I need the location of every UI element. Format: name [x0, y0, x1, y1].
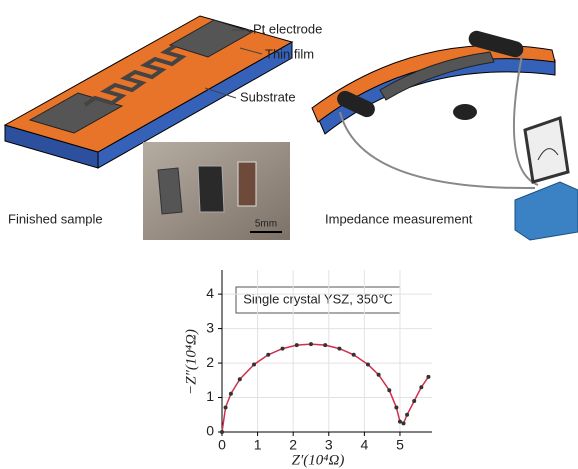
y-tick-label: 0 [206, 423, 214, 439]
data-point [387, 388, 391, 392]
data-point [412, 399, 416, 403]
data-point [323, 343, 327, 347]
x-tick-label: 4 [360, 437, 368, 453]
data-point [281, 347, 285, 351]
data-point [405, 413, 409, 417]
label: Thin film [265, 46, 314, 61]
data-point [309, 342, 313, 346]
data-point [229, 392, 233, 396]
data-point [426, 375, 430, 379]
measurement-diagram [312, 29, 578, 240]
data-line [222, 344, 428, 432]
data-point [266, 353, 270, 357]
y-tick-label: 4 [206, 285, 214, 301]
data-point [352, 353, 356, 357]
label: Finished sample [8, 211, 103, 226]
label: Pt electrode [253, 21, 322, 36]
data-point [398, 420, 402, 424]
y-tick-label: 2 [206, 354, 214, 370]
figure: Pt electrode Thin film Substrate Finishe… [0, 0, 578, 469]
sample-photo: 5mm [143, 142, 290, 240]
x-tick-label: 0 [218, 437, 226, 453]
x-tick-label: 5 [396, 437, 404, 453]
data-point [394, 406, 398, 410]
data-point [220, 430, 224, 434]
x-tick-label: 2 [289, 437, 297, 453]
data-point [377, 373, 381, 377]
data-point [295, 343, 299, 347]
data-point [238, 377, 242, 381]
data-point [366, 362, 370, 366]
y-axis-label: −Z″(10⁴Ω) [183, 329, 199, 395]
data-point [252, 362, 256, 366]
x-axis-label: Z′(10⁴Ω) [292, 452, 345, 468]
x-tick-label: 1 [254, 437, 262, 453]
data-point [337, 347, 341, 351]
label: Impedance measurement [325, 211, 473, 226]
y-tick-label: 1 [206, 388, 214, 404]
x-tick-label: 3 [325, 437, 333, 453]
y-tick-label: 3 [206, 319, 214, 335]
data-point [402, 421, 406, 425]
data-point [419, 385, 423, 389]
data-point [224, 406, 228, 410]
label: Substrate [240, 89, 296, 104]
scale-label: 5mm [255, 219, 277, 230]
